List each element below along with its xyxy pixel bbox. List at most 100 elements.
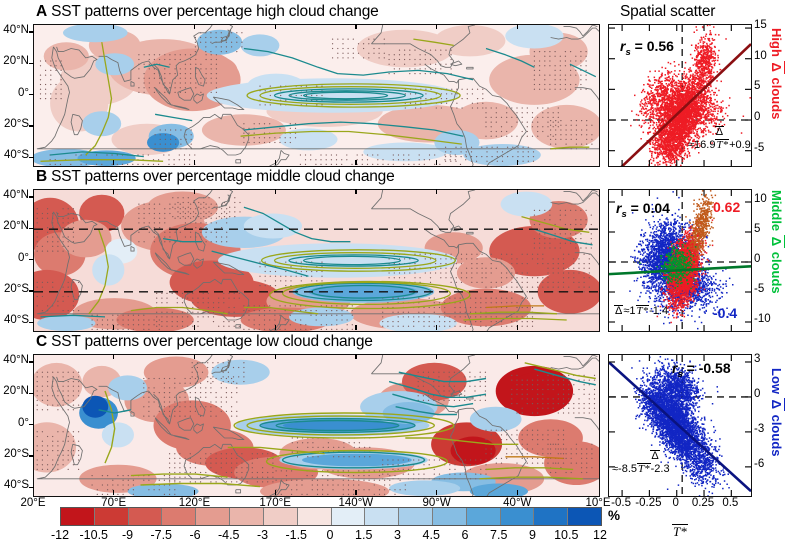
colorbar-tick: 1.5	[355, 528, 373, 542]
colorbar-tick: 0	[326, 528, 334, 542]
scatter-panel-low	[608, 354, 752, 497]
map-lon-tickmark-bottom	[113, 490, 115, 495]
map-lat-tick: 0°	[18, 416, 29, 429]
map-lat-tickmark	[29, 392, 34, 394]
colorbar-swatch	[399, 508, 433, 525]
map-lon-tickmark-bottom	[113, 325, 115, 330]
map-lon-tickmark-top	[113, 24, 115, 29]
map-lon-tick: 20°E	[20, 497, 46, 509]
scatter-y-tick: 5	[754, 80, 761, 93]
map-lon-tickmark-bottom	[355, 160, 357, 165]
colorbar-swatch	[162, 508, 197, 525]
colorbar-swatch	[534, 508, 569, 525]
scatter-y-tick: 0	[754, 253, 761, 265]
map-lon-tick: 120°E	[178, 497, 211, 509]
spatial-scatter-title: Spatial scatter	[620, 3, 716, 20]
colorbar-swatch	[196, 508, 231, 525]
map-lat-tickmark	[29, 125, 34, 127]
panel-c-title: C SST patterns over percentage low cloud…	[36, 333, 373, 350]
scatter-x-axis-label: T*	[672, 524, 688, 539]
scatter-y-tick: 10	[754, 193, 767, 205]
map-lat-tick: 40°S	[3, 149, 29, 162]
scatter-y-tick: -5	[754, 283, 765, 295]
map-lat-tick: 40°N	[3, 188, 29, 201]
colorbar-swatch	[500, 508, 535, 525]
map-lon-tickmark-bottom	[516, 160, 518, 165]
map-lat-tick: 40°N	[3, 353, 29, 366]
panel-a-title: A SST patterns over percentage high clou…	[36, 3, 379, 20]
map-lon-tickmark-top	[274, 354, 276, 359]
map-lat-tickmark	[29, 31, 34, 33]
map-lon-tickmark-top	[516, 24, 518, 29]
map-lon-tick: 170°E	[259, 497, 291, 509]
scatter-x-tick: -0.5	[611, 497, 631, 509]
rs-label-high: rs = 0.56	[620, 38, 674, 58]
map-lat-tickmark	[29, 455, 34, 457]
map-lat-tickmark	[29, 258, 34, 261]
scatter-y-tick: -6	[754, 457, 765, 470]
equation-high: Δ ≈16.9T*+0.9	[688, 126, 751, 151]
map-lat-tickmark	[29, 227, 34, 229]
scatter-y-tick: -3	[754, 422, 765, 435]
colorbar-tick: -6	[189, 528, 201, 542]
equation-low: Δ ≈-8.5T*-2.3	[612, 450, 670, 475]
map-lon-tickmark-top	[113, 189, 115, 194]
map-lat-tickmark	[29, 486, 34, 488]
map-lon-tickmark-top	[274, 24, 276, 29]
map-lon-tickmark-bottom	[435, 160, 438, 165]
colorbar-tick: -12	[50, 528, 70, 542]
side-label-middle-clouds: Middle Δ clouds	[769, 190, 785, 294]
map-lon-tickmark-top	[193, 24, 196, 29]
colorbar-tick: 9	[529, 528, 536, 542]
map-lon-tick: 40°W	[503, 497, 532, 509]
rs-overlay-low-in-middle: -0.4	[713, 305, 738, 321]
map-lat-tickmark	[29, 62, 34, 64]
equation-middle: Δ≈1T*-1.4	[614, 305, 669, 317]
map-lon-tickmark-bottom	[435, 325, 438, 330]
colorbar-tick: 7.5	[490, 528, 508, 542]
map-lon-tickmark-bottom	[355, 325, 357, 330]
colorbar-tick: 4.5	[422, 528, 440, 542]
map-lat-tick: 20°N	[3, 55, 29, 68]
map-lon-tick: 90°W	[422, 497, 451, 509]
colorbar-swatch	[94, 508, 129, 525]
map-lon-tickmark-top	[435, 189, 438, 194]
map-lon-tickmark-top	[435, 354, 438, 359]
map-lat-tick: 40°S	[3, 314, 29, 327]
map-lat-tickmark	[29, 361, 34, 363]
map-lon-tickmark-bottom	[274, 160, 276, 165]
colorbar-units: %	[608, 508, 621, 523]
map-lon-tickmark-bottom	[193, 325, 196, 330]
panel-b-title: B SST patterns over percentage middle cl…	[36, 168, 395, 185]
colorbar-tick: -4.5	[217, 528, 240, 542]
map-lon-tickmark-bottom	[516, 490, 518, 495]
colorbar-swatch	[331, 508, 366, 525]
colorbar-tick: -10.5	[79, 528, 109, 542]
map-lon-tickmark-bottom	[355, 490, 357, 495]
colorbar-tick: -7.5	[150, 528, 173, 542]
scatter-x-tick: 0	[672, 497, 679, 509]
colorbar-swatch	[466, 508, 501, 525]
colorbar-swatch	[297, 508, 332, 525]
scatter-x-tick: 0.25	[691, 497, 715, 509]
scatter-y-tick: 5	[754, 223, 761, 235]
map-lon-tick: 70°E	[101, 497, 127, 509]
colorbar-tick: 10.5	[554, 528, 579, 542]
scatter-y-tick: 0	[754, 387, 761, 400]
scatter-y-tick: 0	[754, 111, 761, 124]
scatter-x-tick: -0.25	[635, 497, 662, 509]
colorbar-tick: -3	[256, 528, 269, 542]
colorbar-swatch	[128, 508, 163, 525]
map-lat-tickmark	[29, 290, 34, 292]
side-label-high-clouds: High Δ clouds	[769, 28, 785, 120]
map-lon-tickmark-top	[435, 24, 438, 29]
map-lat-tick: 20°N	[3, 385, 29, 398]
rs-label-middle: rs = 0.04	[616, 200, 670, 220]
map-lat-tick: 20°S	[3, 447, 29, 460]
map-lon-tickmark-bottom	[274, 490, 276, 495]
colorbar-swatch	[230, 508, 264, 525]
map-lon-tickmark-top	[516, 189, 518, 194]
colorbar-swatch	[568, 508, 601, 525]
colorbar-tick: 3	[394, 528, 401, 542]
